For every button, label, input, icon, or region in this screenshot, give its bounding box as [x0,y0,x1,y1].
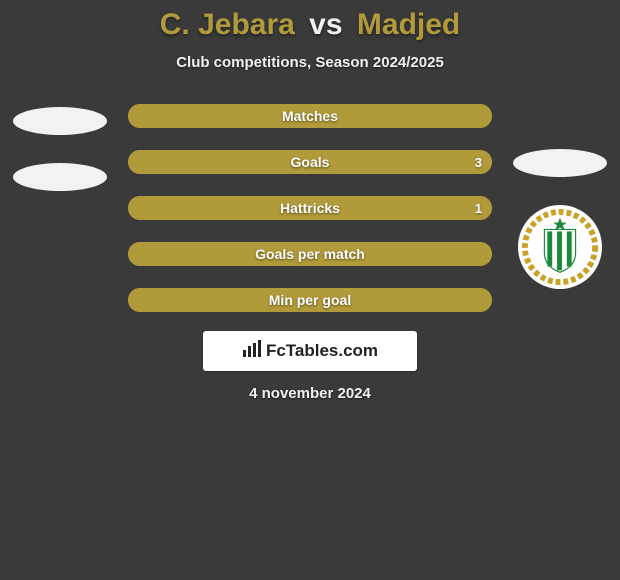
fctables-logo-inner: FcTables.com [242,340,378,363]
stat-bar-label: Hattricks [128,193,492,223]
stat-bar: Min per goal [128,285,492,315]
title-vs: vs [309,8,342,41]
player-badge-placeholder [13,163,107,191]
stat-bar: Goals per match [128,239,492,269]
bars-icon [242,340,262,363]
club-badge [518,205,602,289]
fctables-logo[interactable]: FcTables.com [203,331,417,371]
stat-bar-label: Matches [128,101,492,131]
stat-bar-label: Min per goal [128,285,492,315]
subtitle: Club competitions, Season 2024/2025 [176,54,444,71]
comparison-bars: Matches Goals3 Hattricks1 Goals per match Mi… [110,101,510,315]
stat-bar-label: Goals per match [128,239,492,269]
title-player1: C. Jebara [160,8,295,41]
infographic-root: C. Jebara vs Madjed Club competitions, S… [0,0,620,580]
stat-bar: Hattricks1 [128,193,492,223]
page-title: C. Jebara vs Madjed [160,8,461,42]
left-badges-column [10,101,110,191]
stat-bar-label: Goals [128,147,492,177]
right-badges-column [510,101,610,289]
stat-bar-right-value: 1 [475,193,482,223]
player-badge-placeholder [513,149,607,177]
stat-bar-right-value: 3 [475,147,482,177]
stat-bar: Goals3 [128,147,492,177]
stat-bar: Matches [128,101,492,131]
player-badge-placeholder [13,107,107,135]
fctables-logo-text: FcTables.com [266,341,378,361]
main-row: Matches Goals3 Hattricks1 Goals per match Mi… [0,101,620,315]
title-player2: Madjed [357,8,460,41]
date-label: 4 november 2024 [249,385,371,402]
